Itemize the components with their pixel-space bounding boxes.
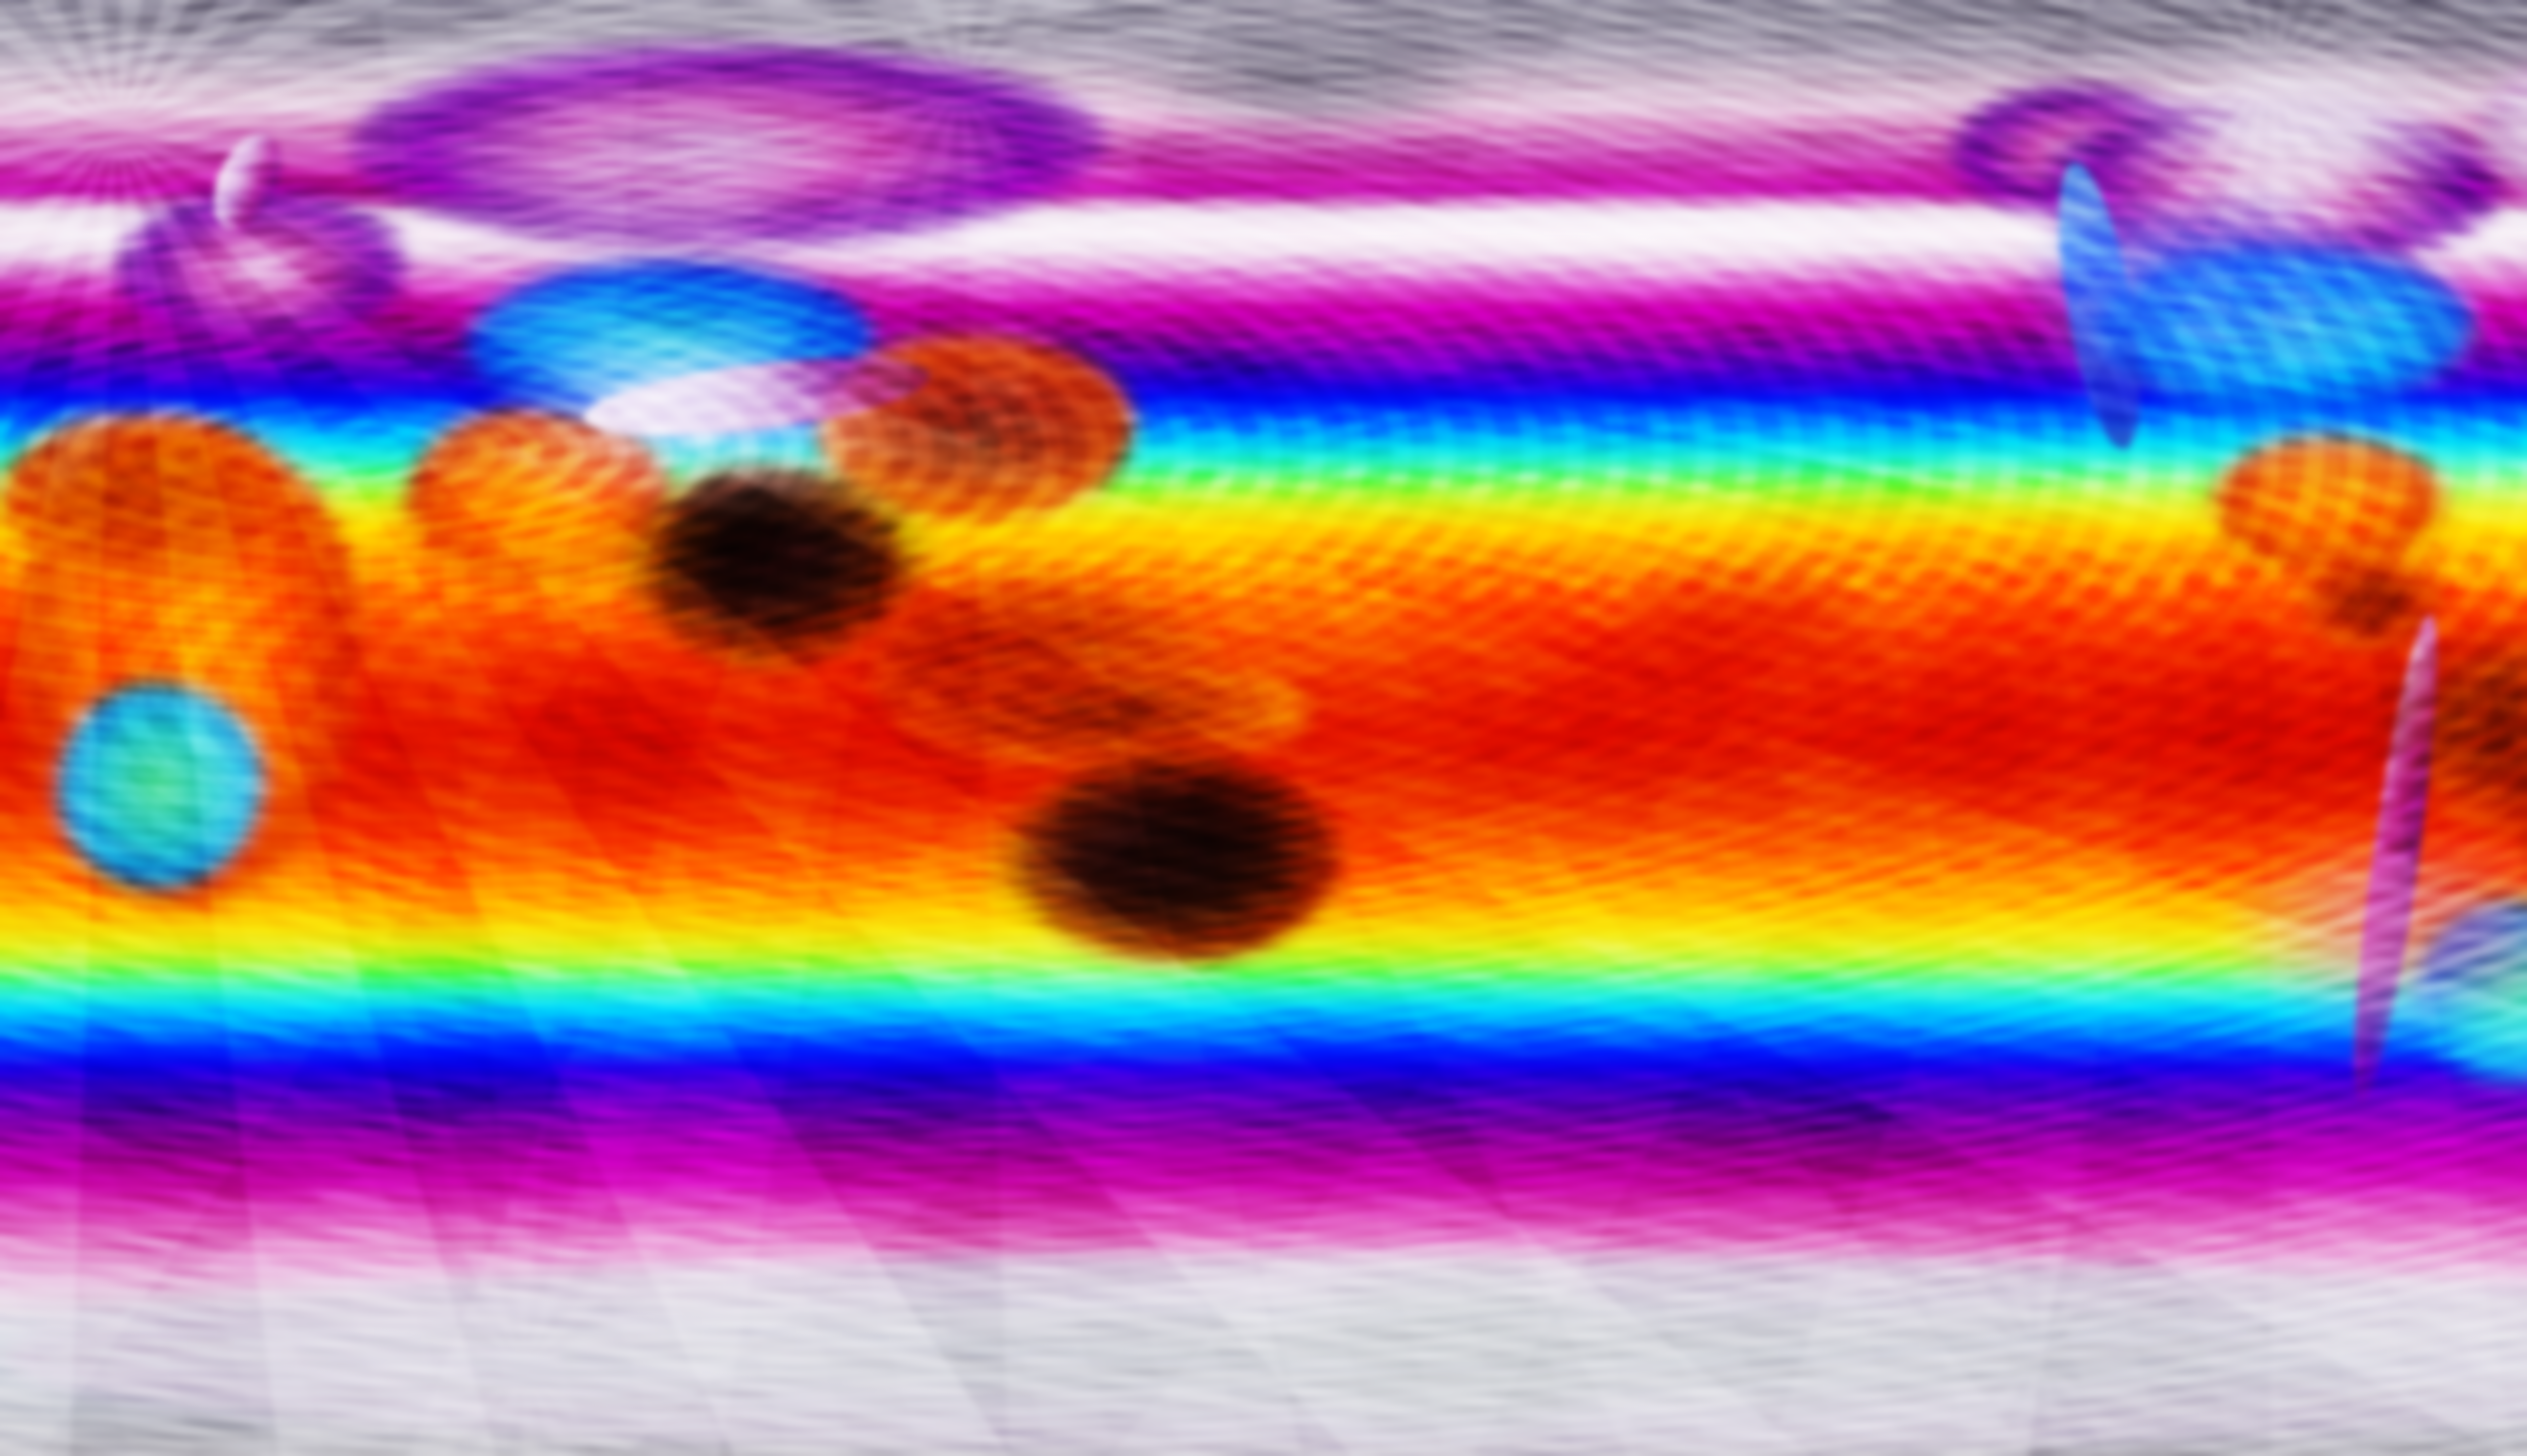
- vignette-tone: [0, 0, 2527, 1456]
- temperature-map-canvas: [0, 0, 2527, 1456]
